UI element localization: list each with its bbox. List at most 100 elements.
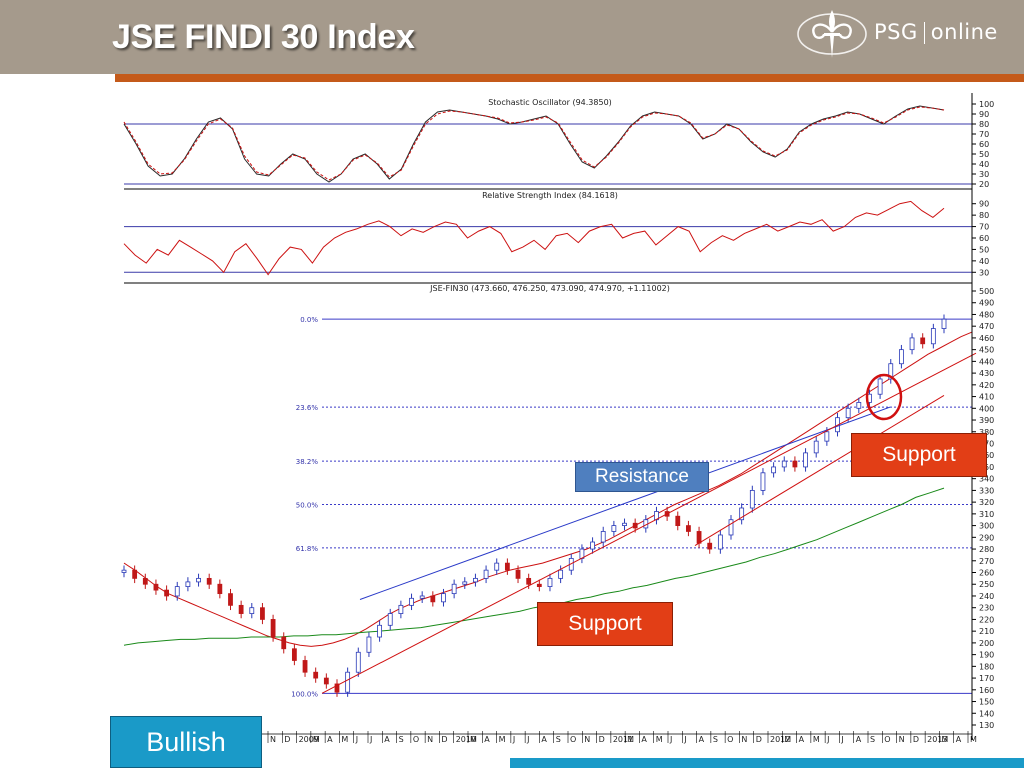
price-tick-label: 250 — [979, 580, 994, 589]
support-label-lower: Support — [537, 602, 673, 646]
candle-body — [781, 460, 787, 468]
candle-body — [515, 569, 521, 579]
rsi-reference-lines — [124, 226, 972, 273]
x-tick-label: A — [327, 735, 333, 744]
x-tick-label: J — [826, 735, 829, 744]
price-tick-label: 480 — [979, 310, 994, 319]
stoch-tick-label: 100 — [979, 100, 994, 109]
x-tick-label: D — [599, 735, 605, 744]
price-tick-label: 300 — [979, 522, 994, 531]
x-tick-label: D — [913, 735, 919, 744]
candle-body — [760, 472, 766, 491]
candle-body — [238, 604, 244, 614]
candle-body — [899, 349, 904, 365]
candle-body — [355, 651, 361, 673]
stochastic-reference-lines — [124, 123, 972, 185]
stochastic-series — [123, 105, 945, 183]
price-tick-label: 390 — [979, 416, 994, 425]
candle-body — [909, 337, 915, 351]
price-tick-label: 150 — [979, 698, 994, 707]
support-trend-line — [694, 394, 945, 546]
candle-body — [526, 577, 532, 585]
candle-body — [941, 318, 947, 329]
candle-body — [856, 402, 862, 409]
candle-body — [366, 636, 372, 653]
price-tick-label: 500 — [979, 287, 994, 296]
x-tick-label: A — [384, 735, 390, 744]
logo-suffix: online — [930, 20, 998, 44]
x-tick-label: M — [313, 735, 320, 744]
psg-online-logo[interactable]: PSG online — [796, 6, 1006, 62]
x-tick-label: N — [584, 735, 590, 744]
price-tick-label: 230 — [979, 604, 994, 613]
candle-body — [877, 378, 883, 395]
price-tick-label: 400 — [979, 404, 994, 413]
candle-body — [302, 660, 308, 673]
stochastic-title: Stochastic Oscillator (94.3850) — [488, 98, 612, 107]
moving-averages — [123, 331, 973, 647]
price-tick-label: 220 — [979, 615, 994, 624]
candle-body — [547, 577, 553, 587]
fib-label: 0.0% — [300, 316, 318, 324]
x-tick-label: J — [526, 735, 529, 744]
x-tick-label: O — [727, 735, 733, 744]
candle-body — [803, 452, 808, 468]
candle-body — [536, 583, 542, 587]
candle-body — [622, 522, 627, 526]
candle-body — [164, 589, 169, 597]
candle-body — [611, 525, 617, 532]
candle-body — [771, 466, 777, 474]
x-tick-label: A — [956, 735, 962, 744]
x-tick-label: M — [941, 735, 948, 744]
support-trend-line — [321, 352, 977, 694]
resistance-label: Resistance — [575, 462, 709, 492]
x-tick-label: A — [641, 735, 647, 744]
price-tick-label: 260 — [979, 569, 994, 578]
x-tick-label: M — [627, 735, 634, 744]
fib-label: 100.0% — [291, 690, 318, 698]
price-candles — [121, 314, 947, 697]
x-tick-label: M — [470, 735, 477, 744]
rsi-tick-label: 60 — [979, 234, 989, 243]
candle-body — [345, 671, 351, 693]
price-tick-label: 200 — [979, 639, 994, 648]
support-label-upper: Support — [851, 433, 987, 477]
price-tick-label: 380 — [979, 428, 994, 437]
stoch-tick-label: 50 — [979, 150, 989, 159]
x-tick-label: N — [899, 735, 905, 744]
resistance-trend-line — [359, 406, 891, 600]
candle-body — [504, 562, 510, 571]
candle-body — [430, 595, 436, 603]
candle-body — [696, 531, 702, 544]
candle-body — [600, 531, 606, 543]
x-tick-label: S — [556, 735, 561, 744]
x-tick-label: O — [884, 735, 890, 744]
candle-body — [409, 597, 414, 606]
moving-average-line — [123, 487, 945, 646]
candle-body — [174, 586, 180, 597]
fleur-de-lis-icon — [797, 10, 867, 58]
candle-body — [888, 363, 894, 380]
price-tick-label: 470 — [979, 322, 994, 331]
rsi-panel: Relative Strength Index (84.1618) 90 80 70… — [123, 191, 989, 277]
price-y-axis: 500 490 480 470 460 450 440 430 420 410 400 390 380 3… — [972, 287, 994, 730]
stoch-tick-label: 80 — [979, 120, 989, 129]
x-tick-label: M — [341, 735, 348, 744]
candle-body — [217, 583, 223, 595]
rsi-y-axis: 90 80 70 60 50 40 30 — [972, 200, 989, 277]
x-tick-label: S — [713, 735, 718, 744]
candle-body — [462, 581, 468, 585]
price-tick-label: 180 — [979, 662, 994, 671]
candle-body — [249, 607, 255, 614]
candle-body — [334, 683, 340, 693]
candle-body — [323, 677, 329, 685]
candle-body — [813, 440, 819, 454]
x-tick-label: J — [369, 735, 372, 744]
candle-body — [558, 569, 564, 579]
candle-body — [707, 542, 713, 550]
x-tick-label: J — [669, 735, 672, 744]
breakout-circle — [865, 373, 903, 421]
x-tick-label: A — [484, 735, 490, 744]
x-tick-label: N — [270, 735, 276, 744]
